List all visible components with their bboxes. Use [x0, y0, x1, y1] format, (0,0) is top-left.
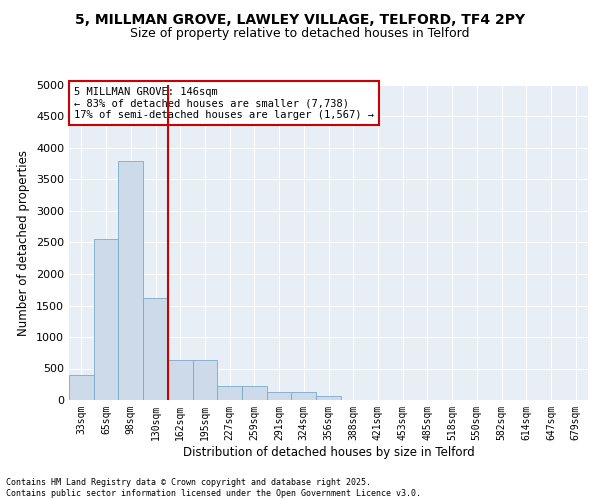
Text: Contains HM Land Registry data © Crown copyright and database right 2025.
Contai: Contains HM Land Registry data © Crown c… — [6, 478, 421, 498]
Bar — [69, 376, 94, 400]
Text: Size of property relative to detached houses in Telford: Size of property relative to detached ho… — [130, 28, 470, 40]
Bar — [118, 161, 143, 400]
Bar — [267, 392, 292, 400]
Bar — [217, 386, 242, 400]
Bar — [242, 386, 267, 400]
X-axis label: Distribution of detached houses by size in Telford: Distribution of detached houses by size … — [182, 446, 475, 458]
Text: 5 MILLMAN GROVE: 146sqm
← 83% of detached houses are smaller (7,738)
17% of semi: 5 MILLMAN GROVE: 146sqm ← 83% of detache… — [74, 86, 374, 120]
Y-axis label: Number of detached properties: Number of detached properties — [17, 150, 31, 336]
Bar — [94, 238, 118, 400]
Bar — [292, 392, 316, 400]
Bar — [143, 298, 168, 400]
Bar — [193, 360, 217, 400]
Bar — [168, 360, 193, 400]
Bar — [316, 396, 341, 400]
Text: 5, MILLMAN GROVE, LAWLEY VILLAGE, TELFORD, TF4 2PY: 5, MILLMAN GROVE, LAWLEY VILLAGE, TELFOR… — [75, 12, 525, 26]
